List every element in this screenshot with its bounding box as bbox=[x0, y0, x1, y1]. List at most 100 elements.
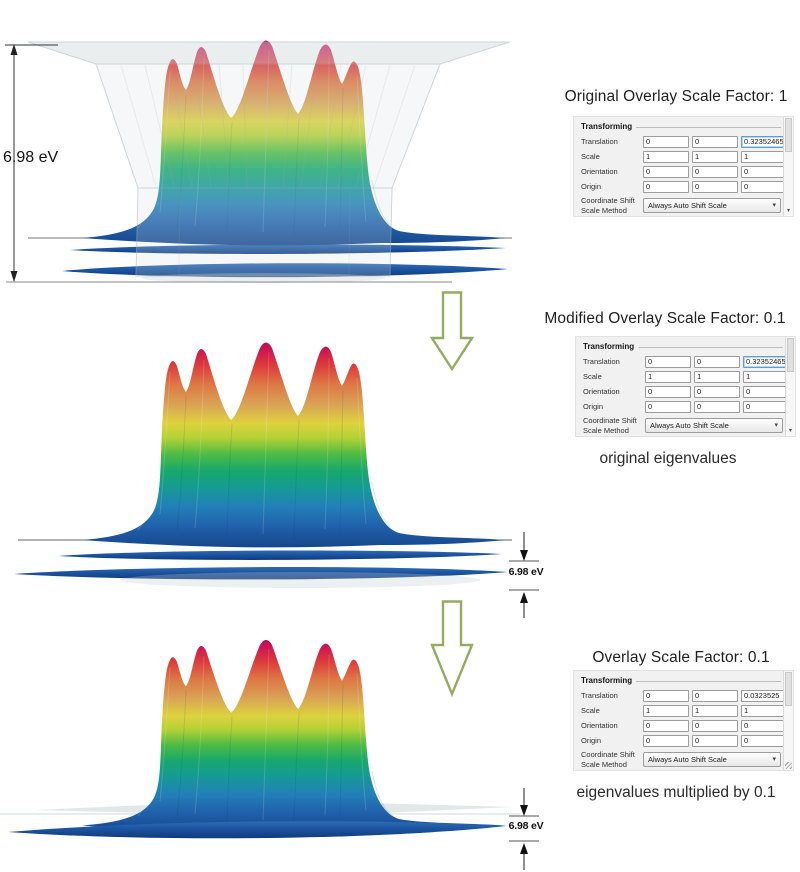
scrollbar-down-icon[interactable]: ▾ bbox=[788, 428, 792, 434]
orientation-x-input[interactable] bbox=[643, 719, 689, 732]
flow-down-arrow-2 bbox=[430, 600, 474, 697]
dimension-arrow-middle bbox=[509, 532, 539, 618]
translation-x-input[interactable] bbox=[645, 355, 691, 368]
method-label: Coordinate Shift Scale Method bbox=[581, 750, 635, 769]
orientation-x-input[interactable] bbox=[643, 165, 689, 178]
origin-x-input[interactable] bbox=[645, 400, 691, 413]
row-scale: Scale bbox=[581, 149, 787, 164]
method-label: Coordinate Shift Scale Method bbox=[583, 416, 637, 435]
row-label: Orientation bbox=[581, 721, 618, 730]
scale-y-input[interactable] bbox=[694, 370, 740, 383]
row-translation: Translation bbox=[583, 354, 789, 369]
glass-overlay-funnel bbox=[27, 41, 511, 277]
dimension-arrow-bottom bbox=[509, 788, 539, 870]
row-scale-method: Coordinate Shift Scale Method Always Auto… bbox=[581, 750, 781, 770]
scrollbar-thumb[interactable] bbox=[785, 672, 792, 706]
row-orientation: Orientation bbox=[581, 164, 787, 179]
row-label: Scale bbox=[581, 152, 600, 161]
origin-z-input[interactable] bbox=[741, 180, 787, 193]
surface-plot-result bbox=[0, 639, 520, 839]
translation-x-input[interactable] bbox=[643, 689, 689, 702]
origin-x-input[interactable] bbox=[643, 180, 689, 193]
orientation-y-input[interactable] bbox=[692, 719, 738, 732]
translation-y-input[interactable] bbox=[694, 355, 740, 368]
row-scale-method: Coordinate Shift Scale Method Always Auto… bbox=[583, 416, 783, 436]
origin-z-input[interactable] bbox=[741, 734, 787, 747]
panel-header: Transforming bbox=[581, 676, 633, 685]
orientation-x-input[interactable] bbox=[645, 385, 691, 398]
caption-original-eigenvalues: original eigenvalues bbox=[599, 450, 737, 467]
row-scale-method: Coordinate Shift Scale Method Always Auto… bbox=[581, 196, 781, 216]
scale-method-dropdown[interactable]: Always Auto Shift Scale ▾ bbox=[643, 752, 781, 768]
dropdown-value: Always Auto Shift Scale bbox=[648, 201, 727, 211]
dimension-arrow-left bbox=[5, 44, 58, 282]
scrollbar[interactable]: ▾ bbox=[785, 337, 795, 436]
translation-y-input[interactable] bbox=[692, 689, 738, 702]
surface-plot-modified bbox=[14, 342, 512, 588]
transform-panel-modified: Transforming Translation Scale Orientati… bbox=[575, 336, 796, 437]
resize-grip-icon[interactable] bbox=[785, 762, 792, 769]
row-origin: Origin bbox=[581, 179, 787, 194]
transform-panel-original: Transforming Translation Scale Orientati… bbox=[573, 116, 794, 217]
dropdown-value: Always Auto Shift Scale bbox=[648, 755, 727, 765]
row-translation: Translation bbox=[581, 134, 787, 149]
translation-z-input[interactable] bbox=[741, 135, 787, 148]
translation-z-input[interactable] bbox=[741, 689, 787, 702]
orientation-z-input[interactable] bbox=[741, 719, 787, 732]
header-rule bbox=[638, 347, 783, 348]
orientation-y-input[interactable] bbox=[692, 165, 738, 178]
row-translation: Translation bbox=[581, 688, 787, 703]
dropdown-value: Always Auto Shift Scale bbox=[650, 421, 729, 431]
origin-x-input[interactable] bbox=[643, 734, 689, 747]
method-label: Coordinate Shift Scale Method bbox=[581, 196, 635, 215]
translation-x-input[interactable] bbox=[643, 135, 689, 148]
origin-y-input[interactable] bbox=[692, 734, 738, 747]
row-label: Translation bbox=[581, 691, 618, 700]
scale-y-input[interactable] bbox=[692, 150, 738, 163]
scrollbar[interactable] bbox=[783, 671, 793, 770]
origin-y-input[interactable] bbox=[692, 180, 738, 193]
row-orientation: Orientation bbox=[583, 384, 789, 399]
scale-z-input[interactable] bbox=[741, 150, 787, 163]
energy-gap-label-middle: 6.98 eV bbox=[508, 566, 544, 578]
energy-gap-label-top: 6.98 eV bbox=[3, 149, 59, 166]
row-label: Origin bbox=[581, 182, 602, 191]
scale-z-input[interactable] bbox=[741, 704, 787, 717]
chevron-down-icon: ▾ bbox=[772, 202, 776, 210]
orientation-y-input[interactable] bbox=[694, 385, 740, 398]
row-label: Origin bbox=[581, 736, 602, 745]
scale-x-input[interactable] bbox=[643, 150, 689, 163]
orientation-z-input[interactable] bbox=[743, 385, 789, 398]
row-label: Orientation bbox=[581, 167, 618, 176]
origin-y-input[interactable] bbox=[694, 400, 740, 413]
scale-x-input[interactable] bbox=[645, 370, 691, 383]
chevron-down-icon: ▾ bbox=[772, 756, 776, 764]
row-label: Scale bbox=[581, 706, 600, 715]
caption-eigenvalues-multiplied: eigenvalues multiplied by 0.1 bbox=[576, 784, 776, 801]
translation-z-input[interactable] bbox=[743, 355, 789, 368]
orientation-z-input[interactable] bbox=[741, 165, 787, 178]
scale-method-dropdown[interactable]: Always Auto Shift Scale ▾ bbox=[645, 418, 783, 434]
scale-method-dropdown[interactable]: Always Auto Shift Scale ▾ bbox=[643, 198, 781, 214]
panel-header: Transforming bbox=[581, 122, 633, 131]
scale-z-input[interactable] bbox=[743, 370, 789, 383]
row-label: Translation bbox=[583, 357, 620, 366]
translation-y-input[interactable] bbox=[692, 135, 738, 148]
section-title-modified: Modified Overlay Scale Factor: 0.1 bbox=[544, 310, 786, 327]
scale-x-input[interactable] bbox=[643, 704, 689, 717]
row-scale: Scale bbox=[581, 703, 787, 718]
scrollbar-thumb[interactable] bbox=[785, 118, 792, 152]
transform-panel-result: Transforming Translation Scale Orientati… bbox=[573, 670, 794, 771]
row-scale: Scale bbox=[583, 369, 789, 384]
row-label: Scale bbox=[583, 372, 602, 381]
flow-down-arrow-1 bbox=[429, 291, 475, 371]
row-label: Origin bbox=[583, 402, 604, 411]
row-orientation: Orientation bbox=[581, 718, 787, 733]
origin-z-input[interactable] bbox=[743, 400, 789, 413]
scrollbar-down-icon[interactable]: ▾ bbox=[786, 208, 790, 214]
scrollbar[interactable]: ▾ bbox=[783, 117, 793, 216]
scale-y-input[interactable] bbox=[692, 704, 738, 717]
scrollbar-thumb[interactable] bbox=[787, 338, 794, 372]
row-origin: Origin bbox=[581, 733, 787, 748]
